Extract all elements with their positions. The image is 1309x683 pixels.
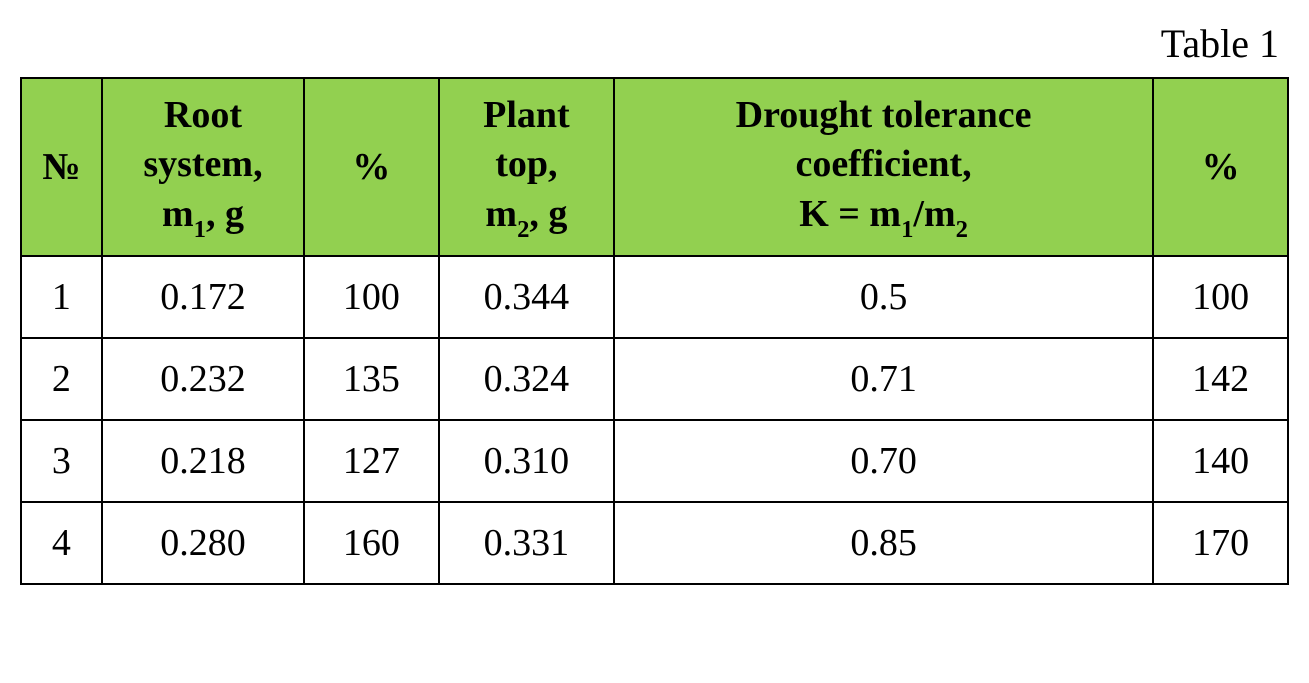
cell-root-percent: 135 (304, 338, 439, 420)
table-header: № Rootsystem,m1, g % Planttop,m2, g Drou… (21, 78, 1288, 256)
cell-root-percent: 160 (304, 502, 439, 584)
table-row: 1 0.172 100 0.344 0.5 100 (21, 256, 1288, 338)
cell-drought-coefficient: 0.85 (614, 502, 1153, 584)
table-row: 2 0.232 135 0.324 0.71 142 (21, 338, 1288, 420)
cell-drought-coefficient: 0.71 (614, 338, 1153, 420)
col-header-coef-percent: % (1153, 78, 1288, 256)
col-header-number: № (21, 78, 102, 256)
cell-coef-percent: 100 (1153, 256, 1288, 338)
col-header-root-percent: % (304, 78, 439, 256)
cell-number: 4 (21, 502, 102, 584)
cell-plant-top: 0.331 (439, 502, 614, 584)
cell-root-percent: 127 (304, 420, 439, 502)
cell-drought-coefficient: 0.70 (614, 420, 1153, 502)
col-header-drought-coefficient: Drought tolerancecoefficient,K = m1/m2 (614, 78, 1153, 256)
cell-root-system: 0.280 (102, 502, 304, 584)
cell-number: 1 (21, 256, 102, 338)
cell-coef-percent: 170 (1153, 502, 1288, 584)
cell-root-system: 0.232 (102, 338, 304, 420)
cell-root-percent: 100 (304, 256, 439, 338)
cell-plant-top: 0.310 (439, 420, 614, 502)
cell-drought-coefficient: 0.5 (614, 256, 1153, 338)
cell-root-system: 0.218 (102, 420, 304, 502)
cell-coef-percent: 142 (1153, 338, 1288, 420)
cell-number: 2 (21, 338, 102, 420)
data-table: № Rootsystem,m1, g % Planttop,m2, g Drou… (20, 77, 1289, 585)
table-body: 1 0.172 100 0.344 0.5 100 2 0.232 135 0.… (21, 256, 1288, 584)
cell-coef-percent: 140 (1153, 420, 1288, 502)
cell-root-system: 0.172 (102, 256, 304, 338)
table-caption: Table 1 (20, 20, 1289, 67)
col-header-root-system: Rootsystem,m1, g (102, 78, 304, 256)
cell-plant-top: 0.324 (439, 338, 614, 420)
table-header-row: № Rootsystem,m1, g % Planttop,m2, g Drou… (21, 78, 1288, 256)
table-row: 4 0.280 160 0.331 0.85 170 (21, 502, 1288, 584)
cell-plant-top: 0.344 (439, 256, 614, 338)
cell-number: 3 (21, 420, 102, 502)
table-row: 3 0.218 127 0.310 0.70 140 (21, 420, 1288, 502)
col-header-plant-top: Planttop,m2, g (439, 78, 614, 256)
